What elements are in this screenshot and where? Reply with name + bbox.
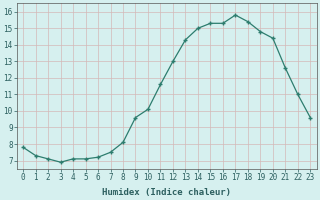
X-axis label: Humidex (Indice chaleur): Humidex (Indice chaleur)	[102, 188, 231, 197]
